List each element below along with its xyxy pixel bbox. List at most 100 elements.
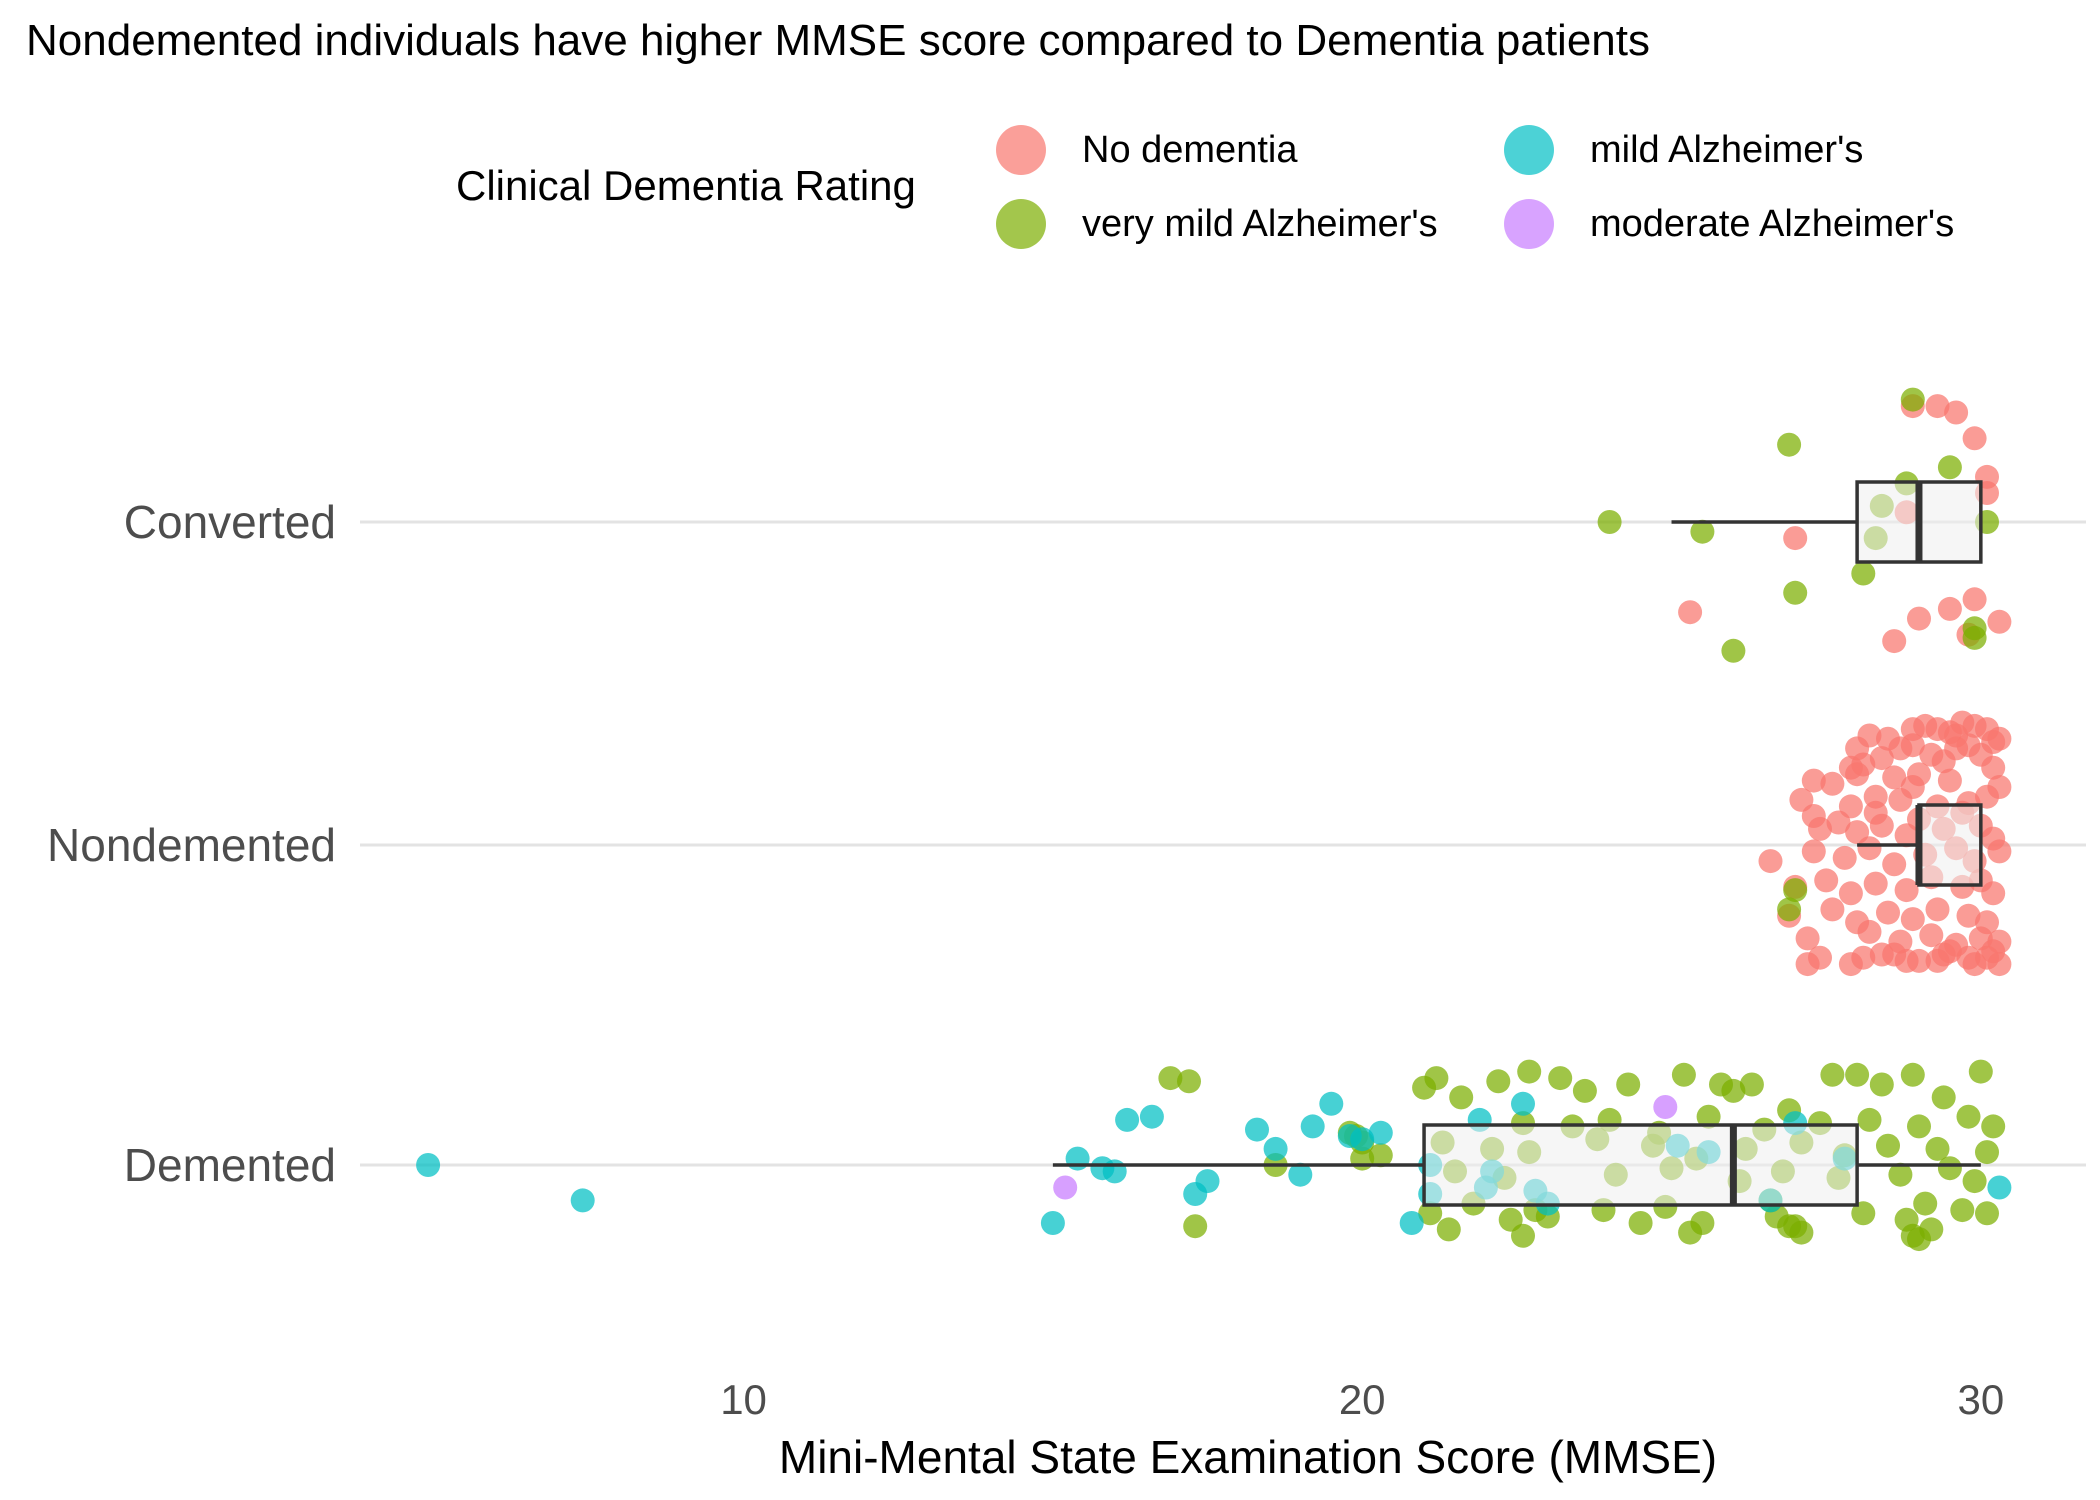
data-point xyxy=(1956,1104,1981,1129)
data-point xyxy=(1876,1133,1900,1158)
data-point xyxy=(1368,1143,1393,1168)
data-point xyxy=(1900,387,1925,412)
data-point xyxy=(1183,1214,1208,1239)
data-point xyxy=(1696,1104,1721,1129)
data-point xyxy=(1158,1066,1183,1091)
data-point xyxy=(1721,638,1746,663)
data-point xyxy=(1907,948,1931,973)
data-point xyxy=(1838,881,1863,906)
x-tick-label-30: 30 xyxy=(1957,1376,2004,1423)
data-point xyxy=(1931,1085,1956,1110)
data-point xyxy=(1678,1220,1703,1245)
data-point xyxy=(1925,897,1950,922)
data-point xyxy=(1907,1227,1931,1252)
x-axis-label: Mini-Mental State Examination Score (MMS… xyxy=(779,1431,1717,1483)
y-axis-ticks: Demented Nondemented Converted xyxy=(47,496,336,1191)
data-point xyxy=(1900,733,1925,758)
data-point xyxy=(1783,526,1808,551)
data-point xyxy=(1628,1211,1653,1235)
legend-title: Clinical Dementia Rating xyxy=(456,162,916,209)
data-point xyxy=(1937,596,1962,621)
legend-label-no-dementia: No dementia xyxy=(1082,128,1298,171)
data-point xyxy=(1820,897,1845,922)
data-point xyxy=(1937,768,1962,793)
data-point xyxy=(1944,400,1969,425)
data-point xyxy=(1801,804,1826,828)
data-point xyxy=(1739,1072,1764,1097)
data-point xyxy=(1832,845,1857,870)
data-point xyxy=(1177,1069,1201,1094)
boxplot-demented xyxy=(1052,1123,1981,1207)
data-point xyxy=(1975,1140,1999,1165)
data-point xyxy=(1511,1223,1535,1248)
data-point xyxy=(1987,609,2012,634)
data-point xyxy=(1783,580,1808,605)
data-point xyxy=(1962,1169,1987,1194)
data-point xyxy=(1486,1069,1511,1094)
boxplots xyxy=(1052,480,1983,1207)
legend-item-no-dementia: No dementia xyxy=(996,120,1297,180)
data-point xyxy=(1616,1072,1641,1097)
legend-label-moderate: moderate Alzheimer's xyxy=(1590,202,1955,245)
data-point xyxy=(1900,907,1925,932)
data-point xyxy=(1183,1182,1208,1206)
data-point xyxy=(1115,1107,1140,1132)
x-tick-label-20: 20 xyxy=(1339,1376,1386,1423)
data-point xyxy=(1820,1062,1845,1087)
data-point xyxy=(1869,813,1894,838)
box-iqr xyxy=(1422,1123,1859,1207)
x-tick-label-10: 10 xyxy=(720,1376,767,1423)
data-point xyxy=(1368,1120,1393,1145)
chart-title: Nondemented individuals have higher MMSE… xyxy=(26,16,1650,65)
data-point xyxy=(1424,1066,1449,1091)
data-point xyxy=(1975,1201,1999,1226)
data-point xyxy=(1820,771,1845,796)
data-point xyxy=(1653,1095,1678,1119)
data-point xyxy=(1040,1211,1065,1235)
y-tick-label-nondemented: Nondemented xyxy=(47,819,336,871)
legend-key-mild xyxy=(1504,125,1554,175)
data-point xyxy=(1962,587,1987,612)
data-points xyxy=(416,387,2012,1252)
data-point xyxy=(1882,765,1907,790)
data-point xyxy=(1981,881,2006,906)
legend-label-very-mild: very mild Alzheimer's xyxy=(1082,202,1438,245)
data-point xyxy=(1956,903,1981,928)
data-point xyxy=(1962,426,1987,451)
data-point xyxy=(1962,625,1987,650)
data-point xyxy=(1882,852,1907,877)
data-point xyxy=(1690,519,1715,544)
data-point xyxy=(416,1153,441,1177)
data-point xyxy=(1900,775,1925,799)
data-point xyxy=(1937,1156,1962,1181)
data-point xyxy=(1517,1059,1542,1084)
data-point xyxy=(1956,945,1981,970)
data-point xyxy=(1449,1085,1474,1110)
data-point xyxy=(1857,919,1882,944)
data-point xyxy=(1350,1127,1375,1152)
data-point xyxy=(1814,868,1839,893)
data-point xyxy=(1102,1159,1127,1184)
data-point xyxy=(1950,1198,1975,1223)
data-point xyxy=(1937,455,1962,480)
data-point xyxy=(1907,606,1931,631)
data-point xyxy=(1851,1201,1876,1226)
legend-key-moderate xyxy=(1504,199,1554,249)
data-point xyxy=(1888,1162,1913,1187)
data-point xyxy=(1900,1062,1925,1087)
data-point xyxy=(1783,878,1808,903)
data-point xyxy=(1925,948,1950,973)
data-point xyxy=(1777,897,1802,922)
data-point xyxy=(1065,1146,1090,1171)
data-point xyxy=(1857,836,1882,861)
legend-key-very-mild xyxy=(996,199,1046,249)
data-point xyxy=(1801,768,1826,793)
data-point xyxy=(1548,1066,1573,1091)
data-point xyxy=(1245,1117,1269,1142)
data-point xyxy=(1907,1114,1931,1139)
data-point xyxy=(1139,1104,1164,1129)
data-point xyxy=(1399,1211,1424,1235)
data-point xyxy=(1845,1062,1870,1087)
data-point xyxy=(1857,723,1882,748)
